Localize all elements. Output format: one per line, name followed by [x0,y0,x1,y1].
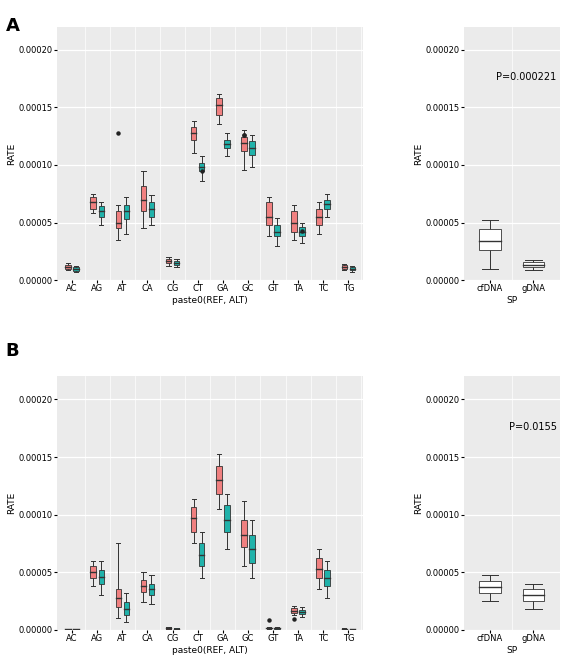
Bar [299,227,305,237]
Bar [349,267,355,271]
X-axis label: SP: SP [506,296,517,305]
Y-axis label: RATE: RATE [7,142,16,165]
Bar [99,570,104,584]
Bar [274,225,280,237]
Bar [324,570,330,586]
Bar [174,628,179,629]
Bar [291,608,297,613]
Bar [140,580,146,592]
Bar [166,628,171,629]
Bar [66,628,71,629]
Bar [124,602,129,615]
Bar [249,535,255,563]
Bar [216,98,222,115]
Text: P=0.000221: P=0.000221 [496,72,557,82]
Bar [522,590,544,601]
Bar [241,521,247,547]
Bar [191,127,196,139]
Bar [224,139,230,147]
Bar [249,141,255,155]
Y-axis label: RATE: RATE [414,492,423,515]
Bar [166,259,171,263]
Bar [224,505,230,532]
Bar [324,200,330,209]
Bar [90,566,96,578]
Text: P=0.0155: P=0.0155 [509,422,557,432]
Bar [341,628,347,629]
Bar [148,202,154,217]
Bar [115,211,121,228]
Bar [479,582,501,593]
X-axis label: SP: SP [506,646,517,655]
Bar [266,202,272,225]
Bar [522,262,544,267]
Bar [199,163,204,171]
Bar [291,211,297,232]
Bar [316,209,322,225]
Text: A: A [6,17,19,35]
Bar [479,230,501,250]
Bar [74,267,79,271]
Bar [174,261,179,265]
Bar [316,558,322,578]
Bar [216,466,222,494]
Text: B: B [6,342,19,360]
X-axis label: paste0(REF, ALT): paste0(REF, ALT) [172,296,248,305]
Bar [191,507,196,532]
Bar [140,186,146,211]
Y-axis label: RATE: RATE [414,142,423,165]
Bar [66,265,71,269]
X-axis label: paste0(REF, ALT): paste0(REF, ALT) [172,646,248,655]
Bar [199,543,204,566]
Bar [99,206,104,217]
Y-axis label: RATE: RATE [7,492,16,515]
Bar [124,205,129,219]
Bar [115,590,121,607]
Bar [341,265,347,269]
Bar [241,137,247,151]
Bar [299,610,305,614]
Bar [148,584,154,595]
Bar [90,197,96,209]
